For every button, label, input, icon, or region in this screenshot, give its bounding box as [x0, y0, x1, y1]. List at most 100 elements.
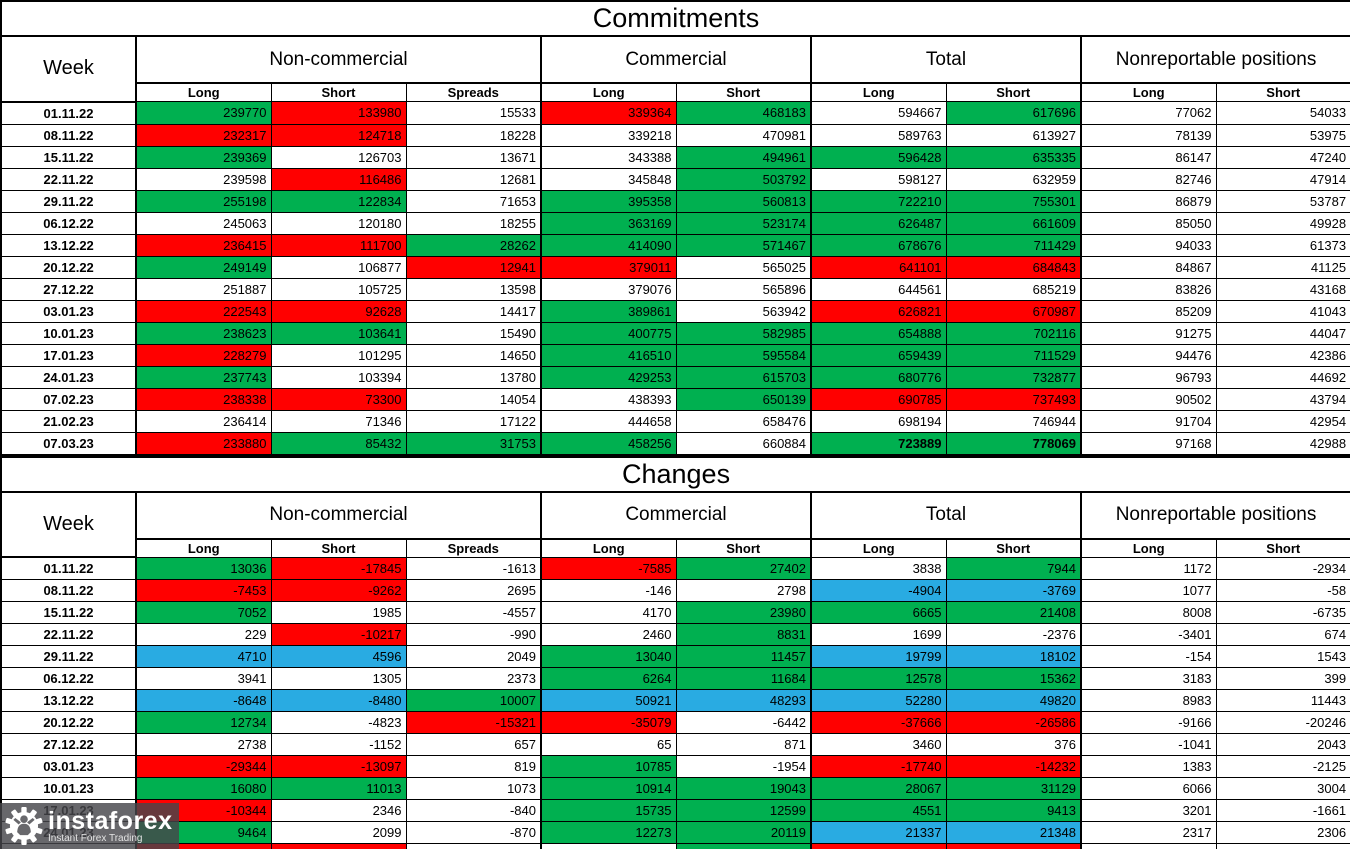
data-cell: 11443 — [1215, 689, 1350, 712]
data-cell: 20119 — [675, 821, 812, 844]
subheader-c-long: Long — [540, 82, 677, 102]
data-cell: 3004 — [1215, 777, 1350, 800]
data-cell: 50921 — [540, 689, 677, 712]
table-row: 17.01.23 228279 101295 14650 416510 595584 659… — [0, 343, 1350, 367]
table-row: 08.11.22 232317 124718 18228 339218 470981 589… — [0, 123, 1350, 147]
data-cell: 698194 — [810, 409, 947, 433]
data-cell: 7944 — [945, 556, 1082, 580]
data-cell: 732877 — [945, 365, 1082, 389]
data-cell: -22946 — [270, 843, 407, 849]
data-cell: 11457 — [675, 645, 812, 668]
data-cell: 41043 — [1215, 299, 1350, 323]
data-cell: 2099 — [270, 821, 407, 844]
data-cell: 91275 — [1080, 321, 1217, 345]
data-cell: 14054 — [405, 387, 542, 411]
data-cell: 379011 — [540, 255, 677, 279]
data-cell: 48293 — [675, 689, 812, 712]
data-cell: 363169 — [540, 211, 677, 235]
data-cell: 12941 — [405, 255, 542, 279]
data-cell: 594667 — [810, 101, 947, 125]
data-cell: 1699 — [810, 623, 947, 646]
data-cell: 389861 — [540, 299, 677, 323]
data-cell: 12599 — [675, 799, 812, 822]
data-cell: 73300 — [270, 387, 407, 411]
changes-table: Changes Week Non-commercial Commercial T… — [0, 455, 1350, 849]
data-cell: 8983 — [1080, 689, 1217, 712]
data-cell: -6442 — [675, 711, 812, 734]
data-cell: 239770 — [135, 101, 272, 125]
data-cell: 251887 — [135, 277, 272, 301]
instaforex-brand-text: instaforex — [48, 806, 173, 835]
data-cell: 90502 — [1080, 387, 1217, 411]
table-row: 20.12.22 12734 -4823 -15321 -35079 -6442 -3766… — [0, 711, 1350, 734]
data-cell: 4710 — [135, 645, 272, 668]
data-cell: 595584 — [675, 343, 812, 367]
data-cell: 8831 — [675, 623, 812, 646]
data-cell: -8480 — [270, 689, 407, 712]
table-row: 24.01.2394642099-87012273201192133721348… — [0, 821, 1350, 844]
data-cell: 21348 — [945, 821, 1082, 844]
data-cell: 21337 — [810, 821, 947, 844]
data-cell: 126703 — [270, 145, 407, 169]
data-cell: 635335 — [945, 145, 1082, 169]
data-cell: -870 — [405, 821, 542, 844]
data-cell: 238623 — [135, 321, 272, 345]
data-cell: 71346 — [270, 409, 407, 433]
table-row: 10.01.23 238623 103641 15490 400775 582985 654… — [0, 321, 1350, 345]
data-cell: 23980 — [675, 601, 812, 624]
data-cell: 11013 — [270, 777, 407, 800]
data-cell: -13097 — [270, 755, 407, 778]
data-cell: 343388 — [540, 145, 677, 169]
data-cell: 1203 — [1215, 843, 1350, 849]
data-cell: 498 — [405, 843, 542, 849]
table-row: 08.11.22 -7453 -9262 2695 -146 2798 -4904 -3769… — [0, 579, 1350, 602]
data-cell: 3941 — [135, 667, 272, 690]
data-cell: -1041 — [1080, 733, 1217, 756]
data-cell: 82746 — [1080, 167, 1217, 191]
week-cell: 22.11.22 — [0, 167, 137, 191]
table-row: 07.03.23 233880 85432 31753 458256 660884 7238… — [0, 431, 1350, 455]
data-cell: 228279 — [135, 343, 272, 367]
subheader-nr-long: Long — [1080, 538, 1217, 558]
data-cell: 746944 — [945, 409, 1082, 433]
week-cell: 10.01.23 — [0, 321, 137, 345]
data-cell: 18255 — [405, 211, 542, 235]
table-row: 07.02.23 238338 73300 14054 438393 650139 6907… — [0, 387, 1350, 411]
data-cell: 778069 — [945, 431, 1082, 455]
data-cell: 871 — [675, 733, 812, 756]
data-cell: 41125 — [1215, 255, 1350, 279]
group-header-noncommercial: Non-commercial — [135, 35, 542, 84]
data-cell: 468183 — [675, 101, 812, 125]
subheader-t-short: Short — [945, 82, 1082, 102]
data-cell: 5794 — [675, 843, 812, 849]
data-cell: 85050 — [1080, 211, 1217, 235]
group-header-commercial: Commercial — [540, 35, 812, 84]
data-cell: -9166 — [1080, 711, 1217, 734]
data-cell: 53787 — [1215, 189, 1350, 213]
data-cell: 523174 — [675, 211, 812, 235]
table-row: 24.01.23 237743 103394 13780 429253 615703 680… — [0, 365, 1350, 389]
data-cell: -58 — [1215, 579, 1350, 602]
data-cell: 85209 — [1080, 299, 1217, 323]
data-cell: 19043 — [675, 777, 812, 800]
data-cell: 2306 — [1215, 821, 1350, 844]
subheader-nr-short: Short — [1215, 538, 1350, 558]
week-cell: 13.12.22 — [0, 689, 137, 712]
commitments-title: Commitments — [0, 0, 1350, 37]
commitments-table: Commitments Week Non-commercial Commerci… — [0, 0, 1350, 456]
data-cell: 755301 — [945, 189, 1082, 213]
data-cell: 96793 — [1080, 365, 1217, 389]
data-cell: 101295 — [270, 343, 407, 367]
data-cell: 438393 — [540, 387, 677, 411]
data-cell: -16654 — [945, 843, 1082, 849]
data-cell: 12273 — [540, 821, 677, 844]
data-cell: 598127 — [810, 167, 947, 191]
data-cell: 2317 — [1080, 821, 1217, 844]
data-cell: 711529 — [945, 343, 1082, 367]
week-cell: 17.01.23 — [0, 343, 137, 367]
subheader-c-long: Long — [540, 538, 677, 558]
data-cell: 120180 — [270, 211, 407, 235]
data-cell: 13671 — [405, 145, 542, 169]
data-cell: 42954 — [1215, 409, 1350, 433]
subheader-nc-spreads: Spreads — [405, 82, 542, 102]
